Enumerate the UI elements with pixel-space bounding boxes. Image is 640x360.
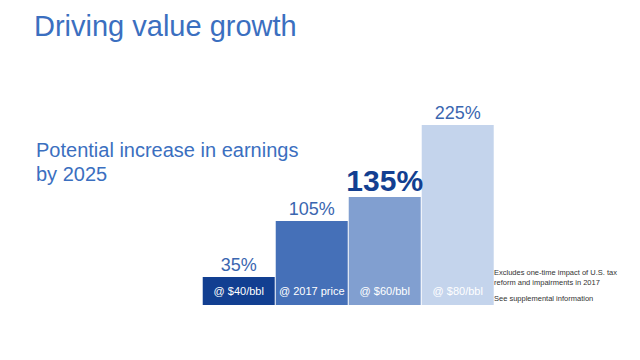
svg-text:@ 2017 price: @ 2017 price bbox=[279, 285, 345, 297]
html-text:Potential increase in earnings: Potential increase in earnings by 2025 bbox=[36, 139, 299, 185]
svg-text:@ $60/bbl: @ $60/bbl bbox=[360, 285, 410, 297]
svg-text:105%: 105% bbox=[289, 199, 335, 219]
html-text:Driving value growth: Driving value growth bbox=[34, 10, 297, 42]
svg-text:@ $40/bbl: @ $40/bbl bbox=[214, 285, 264, 297]
html-text:See supplemental information: See supplemental information bbox=[494, 294, 594, 303]
svg-text:225%: 225% bbox=[435, 103, 481, 123]
svg-text:35%: 35% bbox=[221, 255, 257, 275]
svg-text:@ $80/bbl: @ $80/bbl bbox=[433, 285, 483, 297]
svg-text:135%: 135% bbox=[346, 164, 423, 197]
html-text:Excludes one-time impact of U.: Excludes one-time impact of U.S. tax ref… bbox=[494, 268, 617, 287]
